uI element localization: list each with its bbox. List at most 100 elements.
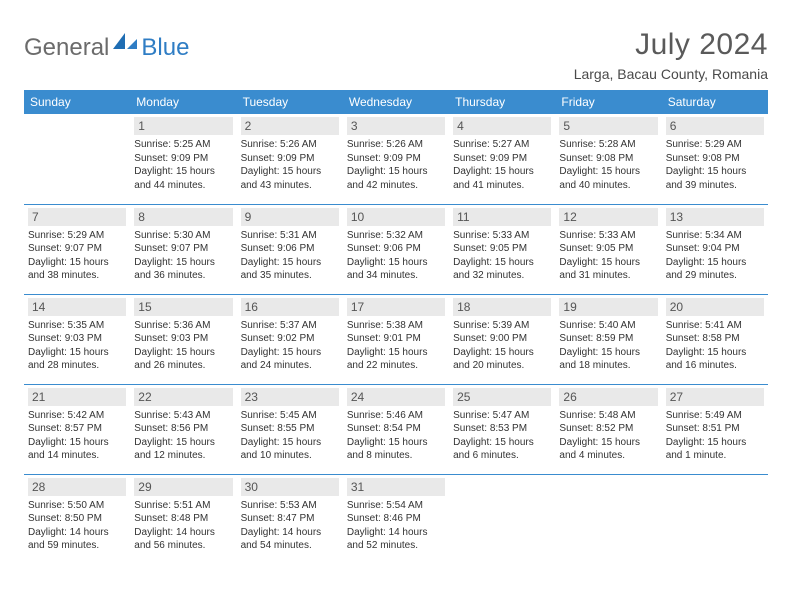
day-number: 24 — [347, 388, 445, 406]
day-number: 20 — [666, 298, 764, 316]
day-cell: 14Sunrise: 5:35 AMSunset: 9:03 PMDayligh… — [24, 294, 130, 384]
day-info: Sunrise: 5:47 AMSunset: 8:53 PMDaylight:… — [453, 409, 551, 463]
day-number: 4 — [453, 117, 551, 135]
location-text: Larga, Bacau County, Romania — [574, 66, 768, 82]
day-info: Sunrise: 5:48 AMSunset: 8:52 PMDaylight:… — [559, 409, 657, 463]
day-number: 22 — [134, 388, 232, 406]
day-info: Sunrise: 5:29 AMSunset: 9:08 PMDaylight:… — [666, 138, 764, 192]
day-info: Sunrise: 5:40 AMSunset: 8:59 PMDaylight:… — [559, 319, 657, 373]
day-cell: 26 Sunrise: 5:48 AMSunset: 8:52 PMDayligh… — [555, 384, 661, 474]
day-number: 30 — [241, 478, 339, 496]
day-cell: 4 Sunrise: 5:27 AMSunset: 9:09 PMDaylight… — [449, 114, 555, 204]
day-number: 3 — [347, 117, 445, 135]
calendar-body: 1 Sunrise: 5:25 AMSunset: 9:09 PMDaylight… — [24, 114, 768, 564]
day-cell: 13Sunrise: 5:34 AMSunset: 9:04 PMDayligh… — [662, 204, 768, 294]
day-number: 26 — [559, 388, 657, 406]
day-info: Sunrise: 5:28 AMSunset: 9:08 PMDaylight:… — [559, 138, 657, 192]
weekday-header: Saturday — [662, 90, 768, 114]
day-info: Sunrise: 5:50 AMSunset: 8:50 PMDaylight:… — [28, 499, 126, 553]
day-number: 7 — [28, 208, 126, 226]
day-info: Sunrise: 5:26 AMSunset: 9:09 PMDaylight:… — [241, 138, 339, 192]
calendar-row: 7 Sunrise: 5:29 AMSunset: 9:07 PMDaylight… — [24, 204, 768, 294]
day-info: Sunrise: 5:51 AMSunset: 8:48 PMDaylight:… — [134, 499, 232, 553]
weekday-header: Monday — [130, 90, 236, 114]
day-cell: 16 Sunrise: 5:37 AMSunset: 9:02 PMDayligh… — [237, 294, 343, 384]
day-info: Sunrise: 5:32 AMSunset: 9:06 PMDaylight:… — [347, 229, 445, 283]
day-info: Sunrise: 5:54 AMSunset: 8:46 PMDaylight:… — [347, 499, 445, 553]
day-number: 5 — [559, 117, 657, 135]
brand-part2: Blue — [141, 34, 189, 62]
weekday-header: Sunday — [24, 90, 130, 114]
day-cell: 31 Sunrise: 5:54 AMSunset: 8:46 PMDayligh… — [343, 474, 449, 564]
day-number: 12 — [559, 208, 657, 226]
day-number: 6 — [666, 117, 764, 135]
day-number: 17 — [347, 298, 445, 316]
day-number: 23 — [241, 388, 339, 406]
weekday-header: Friday — [555, 90, 661, 114]
day-number: 15 — [134, 298, 232, 316]
day-cell: 6 Sunrise: 5:29 AMSunset: 9:08 PMDaylight… — [662, 114, 768, 204]
day-cell: 2 Sunrise: 5:26 AMSunset: 9:09 PMDaylight… — [237, 114, 343, 204]
day-number: 27 — [666, 388, 764, 406]
page-header: General Blue July 2024 Larga, Bacau Coun… — [24, 28, 768, 82]
day-info: Sunrise: 5:27 AMSunset: 9:09 PMDaylight:… — [453, 138, 551, 192]
day-info: Sunrise: 5:30 AMSunset: 9:07 PMDaylight:… — [134, 229, 232, 283]
calendar-row: 21Sunrise: 5:42 AMSunset: 8:57 PMDayligh… — [24, 384, 768, 474]
day-info: Sunrise: 5:41 AMSunset: 8:58 PMDaylight:… — [666, 319, 764, 373]
month-title: July 2024 — [574, 28, 768, 62]
day-cell: 25Sunrise: 5:47 AMSunset: 8:53 PMDayligh… — [449, 384, 555, 474]
calendar-table: SundayMondayTuesdayWednesdayThursdayFrid… — [24, 90, 768, 564]
day-cell: 20 Sunrise: 5:41 AMSunset: 8:58 PMDayligh… — [662, 294, 768, 384]
brand-logo: General Blue — [24, 28, 189, 62]
day-number: 31 — [347, 478, 445, 496]
day-info: Sunrise: 5:31 AMSunset: 9:06 PMDaylight:… — [241, 229, 339, 283]
day-number: 2 — [241, 117, 339, 135]
day-number: 18 — [453, 298, 551, 316]
day-info: Sunrise: 5:45 AMSunset: 8:55 PMDaylight:… — [241, 409, 339, 463]
day-info: Sunrise: 5:46 AMSunset: 8:54 PMDaylight:… — [347, 409, 445, 463]
day-cell: 3 Sunrise: 5:26 AMSunset: 9:09 PMDaylight… — [343, 114, 449, 204]
day-number: 9 — [241, 208, 339, 226]
day-cell: 27Sunrise: 5:49 AMSunset: 8:51 PMDayligh… — [662, 384, 768, 474]
day-number: 21 — [28, 388, 126, 406]
day-cell: 5 Sunrise: 5:28 AMSunset: 9:08 PMDaylight… — [555, 114, 661, 204]
day-number: 29 — [134, 478, 232, 496]
day-info: Sunrise: 5:26 AMSunset: 9:09 PMDaylight:… — [347, 138, 445, 192]
day-cell: 10 Sunrise: 5:32 AMSunset: 9:06 PMDayligh… — [343, 204, 449, 294]
weekday-header: Wednesday — [343, 90, 449, 114]
day-cell: 9 Sunrise: 5:31 AMSunset: 9:06 PMDaylight… — [237, 204, 343, 294]
day-cell: 11Sunrise: 5:33 AMSunset: 9:05 PMDayligh… — [449, 204, 555, 294]
day-info: Sunrise: 5:25 AMSunset: 9:09 PMDaylight:… — [134, 138, 232, 192]
day-number: 10 — [347, 208, 445, 226]
day-info: Sunrise: 5:37 AMSunset: 9:02 PMDaylight:… — [241, 319, 339, 373]
calendar-row: 28 Sunrise: 5:50 AMSunset: 8:50 PMDayligh… — [24, 474, 768, 564]
day-info: Sunrise: 5:35 AMSunset: 9:03 PMDaylight:… — [28, 319, 126, 373]
calendar-page: General Blue July 2024 Larga, Bacau Coun… — [0, 0, 792, 584]
day-cell: 22 Sunrise: 5:43 AMSunset: 8:56 PMDayligh… — [130, 384, 236, 474]
day-cell: 12 Sunrise: 5:33 AMSunset: 9:05 PMDayligh… — [555, 204, 661, 294]
brand-part1: General — [24, 34, 109, 62]
day-info: Sunrise: 5:29 AMSunset: 9:07 PMDaylight:… — [28, 229, 126, 283]
day-cell: 23 Sunrise: 5:45 AMSunset: 8:55 PMDayligh… — [237, 384, 343, 474]
day-info: Sunrise: 5:53 AMSunset: 8:47 PMDaylight:… — [241, 499, 339, 553]
day-cell: 1 Sunrise: 5:25 AMSunset: 9:09 PMDaylight… — [130, 114, 236, 204]
title-block: July 2024 Larga, Bacau County, Romania — [574, 28, 768, 82]
day-cell: 15 Sunrise: 5:36 AMSunset: 9:03 PMDayligh… — [130, 294, 236, 384]
day-info: Sunrise: 5:43 AMSunset: 8:56 PMDaylight:… — [134, 409, 232, 463]
day-cell: 28 Sunrise: 5:50 AMSunset: 8:50 PMDayligh… — [24, 474, 130, 564]
day-number: 13 — [666, 208, 764, 226]
day-info: Sunrise: 5:33 AMSunset: 9:05 PMDaylight:… — [453, 229, 551, 283]
day-number: 16 — [241, 298, 339, 316]
day-number: 1 — [134, 117, 232, 135]
day-cell: 21Sunrise: 5:42 AMSunset: 8:57 PMDayligh… — [24, 384, 130, 474]
day-info: Sunrise: 5:33 AMSunset: 9:05 PMDaylight:… — [559, 229, 657, 283]
day-cell: 17 Sunrise: 5:38 AMSunset: 9:01 PMDayligh… — [343, 294, 449, 384]
weekday-header-row: SundayMondayTuesdayWednesdayThursdayFrid… — [24, 90, 768, 114]
day-number: 28 — [28, 478, 126, 496]
day-cell: 24 Sunrise: 5:46 AMSunset: 8:54 PMDayligh… — [343, 384, 449, 474]
day-info: Sunrise: 5:39 AMSunset: 9:00 PMDaylight:… — [453, 319, 551, 373]
day-info: Sunrise: 5:36 AMSunset: 9:03 PMDaylight:… — [134, 319, 232, 373]
day-info: Sunrise: 5:38 AMSunset: 9:01 PMDaylight:… — [347, 319, 445, 373]
day-cell: 8Sunrise: 5:30 AMSunset: 9:07 PMDaylight… — [130, 204, 236, 294]
day-cell: 18 Sunrise: 5:39 AMSunset: 9:00 PMDayligh… — [449, 294, 555, 384]
